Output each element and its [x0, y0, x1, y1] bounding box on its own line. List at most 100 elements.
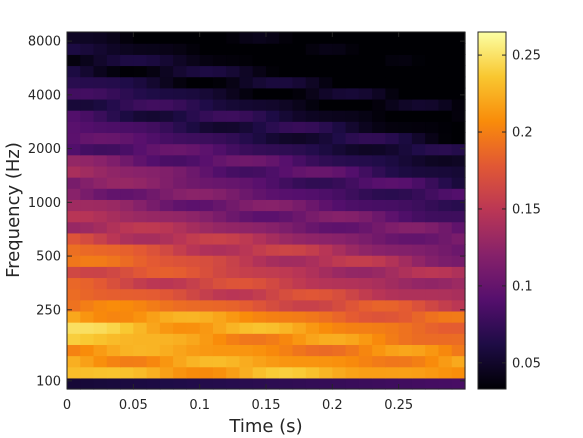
- heatmap-cell: [332, 266, 347, 279]
- heatmap-cell: [67, 210, 81, 223]
- heatmap-cell: [411, 377, 426, 390]
- heatmap-cell: [319, 288, 333, 301]
- heatmap-cell: [67, 322, 81, 334]
- heatmap-cell: [305, 143, 320, 156]
- heatmap-cell: [332, 221, 347, 234]
- heatmap-cell: [266, 277, 280, 290]
- y-axis: 100 250 500 1000 2000 4000 8000: [28, 35, 465, 389]
- heatmap-cell: [106, 322, 121, 334]
- heatmap-cell: [252, 288, 267, 301]
- heatmap-cell: [411, 188, 426, 200]
- heatmap-cell: [239, 98, 254, 111]
- heatmap-cell: [292, 188, 307, 200]
- heatmap-cell: [438, 221, 453, 234]
- heatmap-cell: [345, 377, 360, 390]
- heatmap-cell: [279, 232, 294, 245]
- heatmap-cell: [186, 266, 201, 279]
- heatmap-cell: [226, 177, 241, 189]
- heatmap-cell: [266, 322, 280, 334]
- heatmap-cell: [332, 110, 347, 122]
- heatmap-cell: [146, 232, 161, 245]
- heatmap-cell: [120, 210, 134, 223]
- heatmap-cell: [319, 121, 333, 134]
- heatmap-cell: [411, 165, 426, 178]
- heatmap-cell: [398, 333, 413, 345]
- heatmap-cell: [398, 154, 413, 167]
- heatmap-cell: [80, 110, 95, 122]
- heatmap-cell: [106, 121, 121, 134]
- heatmap-cell: [345, 76, 360, 89]
- heatmap-cell: [372, 54, 386, 67]
- heatmap-cell: [319, 255, 333, 267]
- heatmap-cell: [332, 310, 347, 323]
- colorbar: [477, 31, 507, 390]
- heatmap-cell: [159, 322, 174, 334]
- heatmap-cell: [398, 322, 413, 334]
- heatmap-cell: [186, 65, 201, 78]
- heatmap-cell: [186, 366, 201, 379]
- heatmap-cell: [332, 98, 347, 111]
- heatmap-cell: [345, 110, 360, 122]
- heatmap-cell: [411, 355, 426, 368]
- heatmap-cell: [120, 333, 134, 345]
- heatmap-cell: [358, 288, 373, 301]
- heatmap-cell: [279, 243, 294, 256]
- heatmap-cell: [159, 355, 174, 368]
- heatmap-cell: [159, 344, 174, 357]
- heatmap-cell: [398, 255, 413, 267]
- heatmap-cell: [266, 221, 280, 234]
- heatmap-cell: [266, 333, 280, 345]
- heatmap-cell: [106, 132, 121, 145]
- heatmap-cell: [120, 199, 134, 212]
- heatmap-cell: [398, 266, 413, 279]
- heatmap-cell: [93, 243, 108, 256]
- heatmap-cell: [358, 310, 373, 323]
- heatmap-cell: [212, 188, 227, 200]
- heatmap-cell: [173, 277, 187, 290]
- heatmap-cell: [266, 32, 280, 44]
- heatmap-cell: [411, 333, 426, 345]
- heatmap-cell: [385, 65, 400, 78]
- heatmap-cell: [212, 333, 227, 345]
- heatmap-cell: [199, 299, 214, 312]
- heatmap-cell: [133, 221, 148, 234]
- heatmap-cell: [345, 32, 360, 44]
- heatmap-cell: [319, 221, 333, 234]
- heatmap-cell: [266, 232, 280, 245]
- y-tick-label: 250: [36, 303, 61, 318]
- colorbar-tick-label: 0.2: [512, 126, 533, 141]
- heatmap-cell: [120, 177, 134, 189]
- heatmap-cell: [305, 221, 320, 234]
- heatmap-cell: [372, 87, 386, 100]
- heatmap-cell: [93, 154, 108, 167]
- heatmap-cell: [319, 243, 333, 256]
- heatmap-cell: [319, 188, 333, 200]
- heatmap-cell: [358, 277, 373, 290]
- heatmap-cell: [133, 344, 148, 357]
- heatmap-cell: [425, 210, 440, 223]
- heatmap-cell: [80, 121, 95, 134]
- heatmap-cell: [358, 154, 373, 167]
- heatmap-cell: [93, 221, 108, 234]
- heatmap-cell: [438, 154, 453, 167]
- heatmap-cell: [106, 299, 121, 312]
- heatmap-cell: [372, 65, 386, 78]
- heatmap-cell: [252, 199, 267, 212]
- heatmap-cell: [146, 87, 161, 100]
- heatmap-cell: [385, 221, 400, 234]
- heatmap-cell: [133, 333, 148, 345]
- heatmap-cell: [372, 110, 386, 122]
- heatmap-cell: [358, 54, 373, 67]
- heatmap-cell: [438, 132, 453, 145]
- heatmap-cell: [159, 76, 174, 89]
- heatmap-cell: [305, 87, 320, 100]
- heatmap-cell: [173, 344, 187, 357]
- heatmap-cell: [67, 266, 81, 279]
- heatmap-cell: [345, 177, 360, 189]
- heatmap-cell: [319, 54, 333, 67]
- heatmap-cell: [411, 243, 426, 256]
- heatmap-cell: [372, 32, 386, 44]
- heatmap-cell: [212, 266, 227, 279]
- heatmap-cell: [186, 310, 201, 323]
- heatmap-cell: [292, 299, 307, 312]
